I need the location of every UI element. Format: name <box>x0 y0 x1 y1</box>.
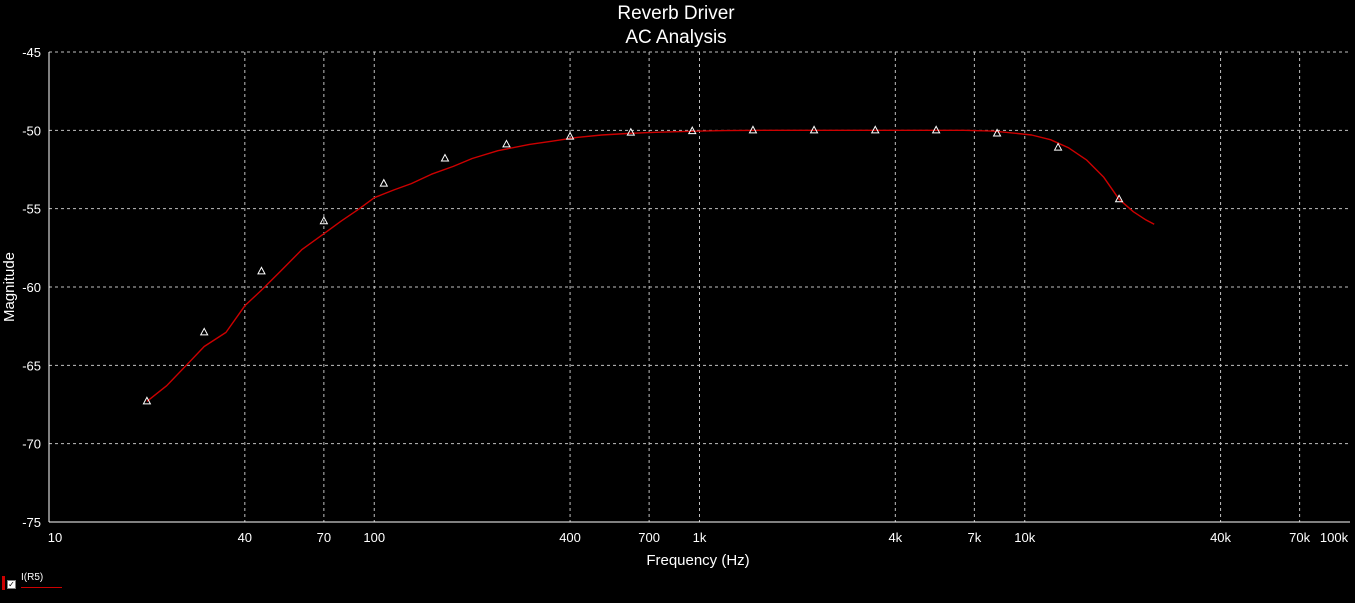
y-tick-label: -45 <box>22 45 41 60</box>
series-layer <box>142 125 1155 405</box>
data-point-marker <box>502 139 511 148</box>
data-point-marker <box>379 178 389 187</box>
data-point-marker <box>142 396 152 405</box>
grid-layer <box>49 51 1350 522</box>
legend[interactable]: ✓ I(R5) <box>2 572 62 594</box>
data-point-marker <box>565 131 575 140</box>
x-tick-label: 7k <box>968 530 982 545</box>
x-tick-label: 4k <box>888 530 902 545</box>
data-point-marker <box>440 153 450 162</box>
chart-subtitle: AC Analysis <box>625 27 726 48</box>
x-tick-label: 70k <box>1289 530 1310 545</box>
legend-label: I(R5) <box>21 572 44 583</box>
data-point-marker <box>931 125 941 134</box>
data-point-marker <box>809 125 819 134</box>
data-point-marker <box>1114 194 1124 203</box>
legend-color-swatch <box>2 576 5 590</box>
data-point-marker <box>1053 142 1063 151</box>
data-point-marker <box>319 216 329 225</box>
ticks-layer: 10 40 70 100 400 700 1k 4k 7k 10k 40k 70k 100k -45 -50… <box>22 45 1348 545</box>
chart-title: Reverb Driver <box>617 3 735 24</box>
series-line <box>146 129 1155 402</box>
data-point-marker <box>992 128 1002 137</box>
x-tick-label: 100 <box>363 530 385 545</box>
legend-line-sample <box>21 587 62 588</box>
data-point-marker <box>626 127 636 136</box>
data-point-marker <box>748 125 758 134</box>
y-tick-label: -65 <box>22 358 41 373</box>
x-tick-label: 10k <box>1014 530 1035 545</box>
y-axis-label: Magnitude <box>1 252 18 322</box>
data-point-marker <box>687 126 697 135</box>
x-tick-label: 70 <box>317 530 331 545</box>
data-point-marker <box>199 327 209 336</box>
axes-layer <box>48 52 1350 523</box>
x-tick-label: 1k <box>693 530 707 545</box>
x-tick-label: 700 <box>638 530 660 545</box>
x-tick-label: 400 <box>559 530 581 545</box>
x-tick-label: 100k <box>1320 530 1349 545</box>
y-tick-label: -55 <box>22 202 41 217</box>
x-tick-label: 40 <box>238 530 252 545</box>
y-tick-label: -60 <box>22 280 41 295</box>
y-tick-label: -75 <box>22 515 41 530</box>
data-point-marker <box>870 125 880 134</box>
data-point-marker <box>257 266 266 275</box>
x-tick-label: 40k <box>1210 530 1231 545</box>
y-tick-label: -70 <box>22 437 41 452</box>
legend-checkbox[interactable]: ✓ <box>7 580 16 589</box>
x-tick-label: 10 <box>48 530 62 545</box>
y-tick-label: -50 <box>22 123 41 138</box>
x-axis-label: Frequency (Hz) <box>646 552 749 569</box>
